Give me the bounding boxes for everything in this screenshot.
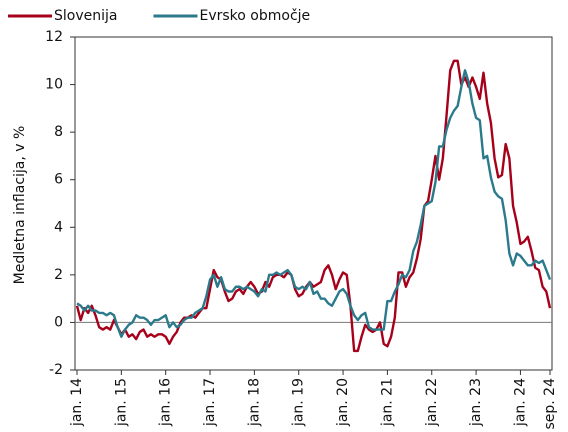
x-tick-label: sep. 24 [542,378,558,430]
x-tick-label: jan. 20 [335,378,351,427]
y-tick-label: 6 [54,172,63,188]
legend-label: Slovenija [54,8,117,24]
legend-label: Evrsko območje [199,8,310,24]
x-tick-label: jan. 19 [291,378,307,427]
x-tick-label: jan. 15 [113,378,129,427]
x-tick-label: jan. 24 [512,378,528,427]
x-tick-label: jan. 17 [202,378,218,427]
y-tick-label: 12 [45,29,63,45]
y-tick-label: 10 [45,77,63,93]
y-tick-label: 8 [54,124,63,140]
x-tick-label: jan. 14 [69,378,85,427]
x-tick-label: jan. 21 [379,378,395,427]
x-tick-label: jan. 16 [158,378,174,427]
series-line [76,69,552,338]
y-axis-label: Medletna inflacija, v % [12,126,28,285]
x-tick-label: jan. 22 [424,378,440,427]
y-tick-label: -2 [49,362,63,378]
series-line [75,59,552,353]
y-tick-label: 0 [54,314,63,330]
y-tick-label: 4 [54,219,63,235]
x-tick-label: jan. 23 [468,378,484,427]
x-tick-label: jan. 18 [246,378,262,427]
plot-frame [74,36,553,371]
y-tick-label: 2 [54,267,63,283]
